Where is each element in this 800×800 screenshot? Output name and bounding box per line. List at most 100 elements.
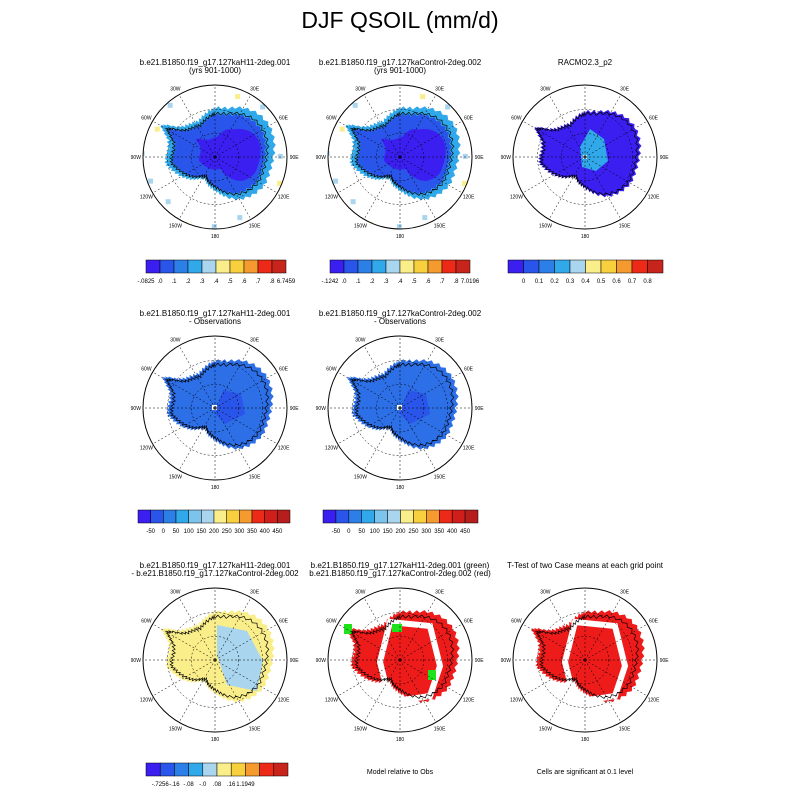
lon-label: 30E bbox=[620, 86, 630, 92]
polar-map-p2: 30E 60E 90E 120E 150E 180 150W 120W 90W 60W 30W bbox=[316, 84, 484, 240]
lon-label: 150E bbox=[434, 475, 446, 481]
meridian bbox=[214, 371, 278, 409]
meridian bbox=[214, 659, 252, 723]
field-cell bbox=[445, 104, 451, 110]
colorbar-label: 0.8 bbox=[643, 279, 652, 285]
meridian bbox=[363, 659, 401, 723]
colorbar-swatch bbox=[631, 259, 648, 274]
colorbar-swatch bbox=[187, 259, 203, 274]
colorbar-swatch bbox=[464, 509, 479, 524]
colorbar-swatch bbox=[159, 259, 175, 274]
meridian bbox=[584, 597, 622, 661]
meridian bbox=[214, 94, 252, 158]
field-cell bbox=[328, 151, 330, 157]
field-cell bbox=[277, 180, 283, 186]
colorbar-label: .3 bbox=[199, 279, 205, 285]
colorbar-label: 100 bbox=[370, 529, 381, 535]
colorbar-label: 350 bbox=[434, 529, 445, 535]
colorbar-swatch bbox=[600, 259, 617, 274]
meridian bbox=[152, 659, 216, 697]
coastline bbox=[535, 614, 640, 699]
lon-label: 30E bbox=[250, 86, 260, 92]
colorbar-label: .2 bbox=[185, 279, 191, 285]
colorbar-label: 50 bbox=[173, 529, 180, 535]
colorbar-swatch bbox=[523, 259, 540, 274]
coastline bbox=[165, 111, 270, 196]
field-cell bbox=[277, 153, 283, 159]
colorbar-swatch bbox=[569, 259, 586, 274]
meridian bbox=[152, 623, 216, 661]
polar-map-p7: 30E 60E 90E 120E 150E 180 150W 120W 90W 60W 30W bbox=[131, 587, 299, 743]
colorbar-label: .6 bbox=[241, 279, 247, 285]
colorbar-label: 150 bbox=[196, 529, 207, 535]
field-cell bbox=[237, 215, 243, 221]
colorbar-label: .8 bbox=[453, 279, 459, 285]
lat-circle bbox=[167, 612, 263, 708]
colorbar-cb4: -50 0 50 100 150 200 250 300 350 400 450 bbox=[137, 509, 291, 535]
lon-label: 180 bbox=[396, 234, 405, 240]
lat-circle bbox=[352, 360, 448, 456]
colorbar-swatch bbox=[188, 762, 204, 777]
meridian bbox=[152, 120, 216, 158]
lon-label: 180 bbox=[396, 485, 405, 491]
meridian bbox=[399, 659, 437, 723]
meridian bbox=[584, 659, 622, 723]
colorbar-swatch bbox=[271, 259, 287, 274]
lon-label: 150W bbox=[354, 475, 367, 481]
colorbar-swatch bbox=[343, 259, 359, 274]
colorbar-cb2: -.1242.0 .1 .2 .3 .4 .5 .6 .7 .8 7.0196 bbox=[321, 259, 480, 285]
meridian bbox=[214, 345, 252, 409]
colorbar-label: 0 bbox=[347, 529, 351, 535]
colorbar-swatch bbox=[361, 509, 375, 524]
lon-label: 30W bbox=[355, 337, 366, 343]
colorbar-swatch bbox=[426, 509, 440, 524]
colorbar-label: 6.7459 bbox=[277, 279, 296, 285]
lon-label: 180 bbox=[396, 737, 405, 743]
colorbar-label: 350 bbox=[247, 529, 258, 535]
colorbar-label: 200 bbox=[209, 529, 220, 535]
colorbar-swatch bbox=[251, 509, 265, 524]
lon-label: 150W bbox=[539, 727, 552, 733]
meridian bbox=[584, 659, 648, 697]
colorbar-swatch bbox=[371, 259, 387, 274]
colorbar-swatch bbox=[647, 259, 664, 274]
colorbar-label: 400 bbox=[447, 529, 458, 535]
colorbar-label: 250 bbox=[222, 529, 233, 535]
map-border bbox=[142, 84, 288, 230]
colorbar-swatch bbox=[374, 509, 388, 524]
coastline bbox=[350, 111, 455, 196]
meridian bbox=[399, 407, 437, 471]
meridian bbox=[399, 597, 437, 661]
lon-label: 150E bbox=[249, 475, 261, 481]
lon-label: 60E bbox=[279, 618, 289, 624]
colorbar-swatch bbox=[216, 762, 232, 777]
field-cell bbox=[235, 94, 241, 100]
meridian bbox=[399, 345, 437, 409]
meridian bbox=[178, 345, 216, 409]
map-border bbox=[142, 335, 288, 481]
lon-label: 150E bbox=[619, 224, 631, 230]
colorbar-swatch bbox=[357, 259, 373, 274]
colorbar-label: -50 bbox=[332, 529, 341, 535]
lon-label: 90W bbox=[316, 406, 327, 412]
colorbar-swatch bbox=[427, 259, 443, 274]
panel-title-line1: b.e21.B1850.f19_g17.127kaH11-2deg.001 bbox=[139, 58, 291, 67]
colorbar-label: 150 bbox=[383, 529, 394, 535]
lon-label: 120W bbox=[325, 446, 338, 452]
colorbar-swatch bbox=[554, 259, 571, 274]
field-core bbox=[376, 618, 444, 706]
lon-label: 180 bbox=[211, 485, 220, 491]
lon-label: 30E bbox=[435, 86, 445, 92]
lon-label: 30W bbox=[170, 86, 181, 92]
map-border bbox=[327, 587, 473, 733]
lon-label: 90W bbox=[131, 658, 142, 664]
colorbar-label: 0 bbox=[522, 279, 526, 285]
map-border bbox=[327, 84, 473, 230]
colorbar-swatch bbox=[441, 259, 457, 274]
coastline bbox=[165, 614, 270, 699]
field-cell bbox=[339, 126, 345, 132]
meridian bbox=[399, 156, 463, 194]
panel-title-p2: b.e21.B1850.f19_g17.127kaControl-2deg.00… bbox=[290, 59, 510, 75]
colorbar-swatch bbox=[226, 509, 240, 524]
